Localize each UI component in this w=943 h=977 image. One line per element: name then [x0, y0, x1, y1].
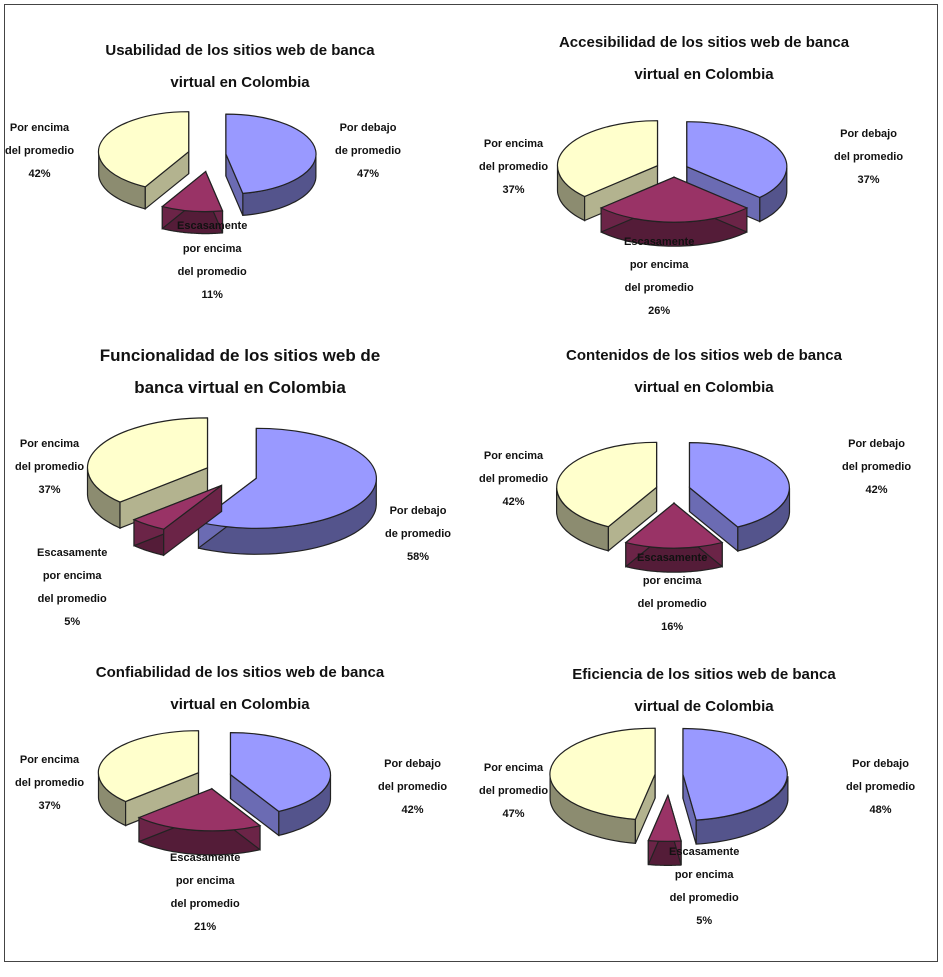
slice-label-line: por encima [37, 565, 107, 588]
slice-label-line: del promedio [479, 468, 548, 491]
slice-percent: 37% [479, 179, 548, 202]
slice-percent: 42% [842, 479, 911, 502]
pie-slice-3 [226, 114, 316, 215]
slice-percent: 47% [335, 163, 401, 186]
slice-percent: 47% [479, 803, 548, 826]
slice-label-line: Por encima [479, 133, 548, 156]
slice-label-line: del promedio [37, 588, 107, 611]
slice-label-line: Escasamente [37, 542, 107, 565]
slice-label-line: por encima [170, 870, 240, 893]
slice-label-line: Escasamente [177, 215, 247, 238]
slice-label-line: Escasamente [170, 847, 240, 870]
slice-percent: 37% [834, 169, 903, 192]
slice-percent: 26% [624, 300, 694, 323]
slice-percent: 5% [37, 611, 107, 634]
pie-slice-3 [683, 729, 788, 845]
slice-label-line: del promedio [637, 593, 707, 616]
slice-label-line: del promedio [846, 776, 915, 799]
slice-label-line: del promedio [669, 887, 739, 910]
slice-percent: 11% [177, 284, 247, 307]
slice-label-line: del promedio [15, 456, 84, 479]
slice-percent: 48% [846, 799, 915, 822]
slice-label-line: por encima [624, 254, 694, 277]
slice-label-line: de promedio [385, 523, 451, 546]
slice-percent: 58% [385, 546, 451, 569]
pie-slice-1 [550, 728, 655, 843]
slice-label-line: del promedio [177, 261, 247, 284]
slice-label-line: Por debajo [842, 433, 911, 456]
slice-percent: 5% [669, 910, 739, 933]
slice-label-line: del promedio [624, 277, 694, 300]
slice-label-line: Por debajo [846, 753, 915, 776]
slice-label-line: Escasamente [624, 231, 694, 254]
slice-label-line: por encima [637, 570, 707, 593]
slice-label-line: Por encima [15, 433, 84, 456]
slice-label-line: por encima [669, 864, 739, 887]
slice-label-line: del promedio [5, 140, 74, 163]
slice-percent: 21% [170, 916, 240, 939]
slice-label-line: Por debajo [378, 753, 447, 776]
slice-label-line: Por encima [5, 117, 74, 140]
pie-chart-2: Accesibilidad de los sitios web de banca… [469, 5, 939, 325]
pie-slice-1 [98, 112, 188, 209]
slice-label-line: del promedio [842, 456, 911, 479]
slice-label-line: Por encima [479, 445, 548, 468]
slice-label-line: del promedio [378, 776, 447, 799]
slice-label-line: Por debajo [335, 117, 401, 140]
pie-slice-3 [199, 428, 377, 554]
slice-label-line: del promedio [834, 146, 903, 169]
slice-percent: 37% [15, 479, 84, 502]
slice-percent: 42% [5, 163, 74, 186]
slice-percent: 42% [378, 799, 447, 822]
slice-label-line: Por debajo [385, 500, 451, 523]
slice-label-line: del promedio [170, 893, 240, 916]
slice-label-line: del promedio [479, 156, 548, 179]
slice-label-line: de promedio [335, 140, 401, 163]
slice-label-line: Escasamente [669, 841, 739, 864]
slice-percent: 42% [479, 491, 548, 514]
slice-percent: 37% [15, 795, 84, 818]
pie-chart-5: Confiabilidad de los sitios web de banca… [5, 657, 475, 977]
slice-label-line: Por debajo [834, 123, 903, 146]
slice-percent: 16% [637, 616, 707, 639]
slice-label-line: del promedio [15, 772, 84, 795]
slice-label-line: Por encima [479, 757, 548, 780]
slice-label-line: Escasamente [637, 547, 707, 570]
slice-label-line: del promedio [479, 780, 548, 803]
slice-label-line: Por encima [15, 749, 84, 772]
slice-label-line: por encima [177, 238, 247, 261]
